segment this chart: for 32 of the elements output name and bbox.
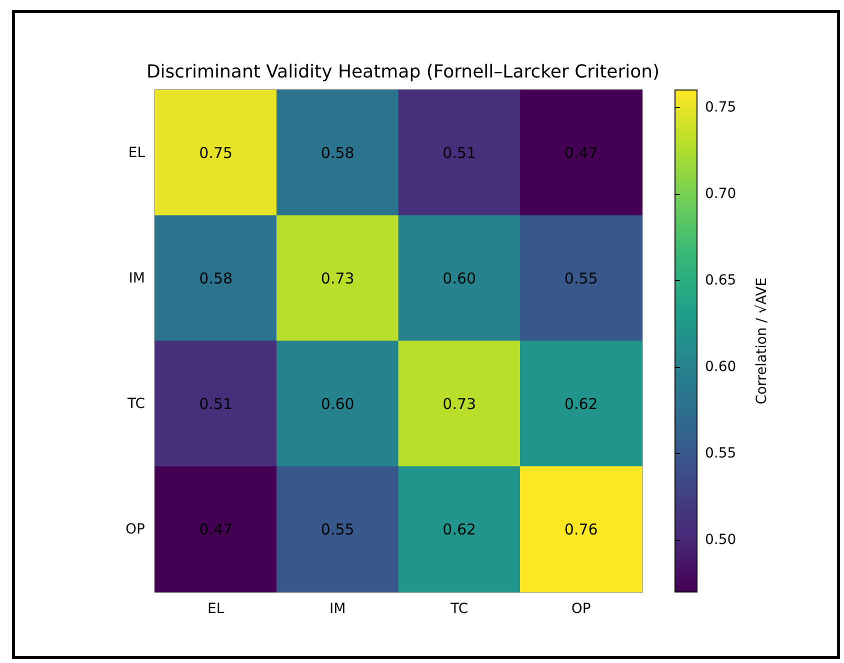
color-bar-title: Correlation / √AVE — [754, 278, 770, 404]
data-label: 0.76 — [564, 520, 598, 538]
x-tick-label: OP — [571, 601, 591, 617]
data-label: 0.58 — [320, 144, 354, 162]
chart-title: Discriminant Validity Heatmap (Fornell–Larcker Criterion) — [146, 62, 660, 82]
color-bar-label: 0.50 — [705, 532, 736, 548]
y-tick-label: EL — [128, 144, 146, 161]
data-label: 0.47 — [199, 520, 233, 538]
color-bar-label: 0.60 — [705, 358, 736, 375]
y-tick-label: IM — [128, 270, 145, 286]
data-label: 0.73 — [442, 394, 476, 413]
y-tick-label: OP — [126, 521, 145, 538]
color-bar-label: 0.55 — [705, 446, 736, 462]
y-tick-label: TC — [126, 396, 146, 412]
data-label: 0.60 — [442, 269, 476, 288]
x-tick-label: EL — [208, 601, 224, 617]
color-bar-label: 0.75 — [705, 99, 736, 116]
data-label: 0.55 — [564, 269, 598, 288]
data-label: 0.58 — [199, 269, 233, 288]
data-label: 0.47 — [564, 144, 598, 162]
data-label: 0.51 — [442, 144, 476, 162]
data-label: 0.75 — [199, 144, 233, 162]
data-label: 0.51 — [199, 394, 233, 413]
color-bar-label: 0.70 — [705, 186, 736, 202]
data-label: 0.62 — [442, 520, 476, 538]
x-tick-label: TC — [450, 601, 468, 617]
data-label: 0.62 — [564, 394, 598, 413]
data-label: 0.60 — [320, 394, 354, 413]
data-label: 0.73 — [320, 269, 354, 288]
color-bar-label: 0.65 — [705, 272, 736, 288]
x-tick-label: IM — [330, 601, 346, 617]
data-label: 0.55 — [320, 520, 354, 538]
